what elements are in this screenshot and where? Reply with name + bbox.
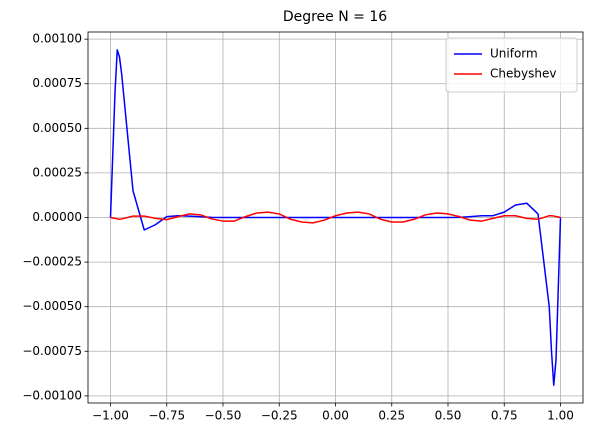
x-tick-label: −0.25 (261, 409, 298, 423)
x-tick-label: 0.75 (491, 409, 518, 423)
y-tick-label: −0.00075 (22, 344, 82, 358)
legend-label: Chebyshev (490, 67, 556, 81)
x-tick-label: 0.50 (435, 409, 462, 423)
line-series (110, 211, 561, 224)
chart-title: Degree N = 16 (283, 9, 387, 25)
x-tick-label: 0.00 (322, 409, 349, 423)
legend: Uniform Chebyshev (445, 37, 578, 93)
y-tick-label: 0.00025 (32, 165, 82, 179)
x-tick-label: −0.75 (148, 409, 185, 423)
y-tick-label: −0.00100 (22, 388, 82, 402)
x-tick-label: −0.50 (205, 409, 242, 423)
y-tick-label: −0.00050 (22, 299, 82, 313)
y-tick-label: 0.00100 (32, 32, 82, 46)
x-tick-label: 0.25 (378, 409, 405, 423)
y-tick-label: 0.00050 (32, 121, 82, 135)
y-tick-label: −0.00025 (22, 255, 82, 269)
x-tick-label: 1.00 (547, 409, 574, 423)
legend-label: Uniform (490, 47, 538, 61)
legend-box (445, 37, 578, 93)
y-tick-label: 0.00075 (32, 76, 82, 90)
axes-frame (87, 31, 584, 404)
y-tick-label: 0.00000 (32, 210, 82, 224)
x-tick-label: −1.00 (92, 409, 129, 423)
